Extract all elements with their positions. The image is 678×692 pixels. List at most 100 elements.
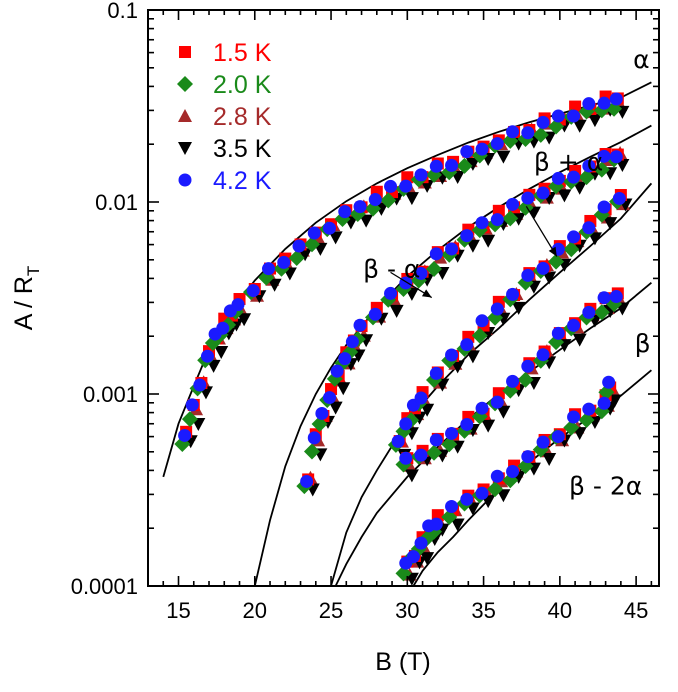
- data-point: [380, 192, 397, 209]
- data-point: [311, 415, 328, 432]
- y-tick-label: 0.1: [107, 0, 138, 23]
- data-point: [475, 142, 489, 156]
- series-label: β + α: [534, 147, 603, 176]
- data-point: [178, 428, 192, 442]
- series-label: α: [633, 45, 649, 74]
- data-point: [456, 157, 473, 174]
- data-point: [597, 96, 611, 110]
- y-tick-label: 0.001: [83, 382, 138, 407]
- data-point: [460, 338, 474, 352]
- legend-label: 2.0 K: [213, 71, 272, 99]
- data-point: [345, 335, 359, 349]
- data-point: [567, 170, 581, 184]
- data-point: [475, 401, 489, 415]
- data-point: [336, 382, 351, 396]
- x-tick-label: 45: [624, 598, 648, 623]
- y-tick-label: 0.01: [95, 190, 138, 215]
- data-point: [597, 396, 611, 410]
- data-point: [521, 191, 535, 205]
- data-point: [481, 419, 496, 433]
- data-point: [563, 419, 580, 436]
- data-point: [414, 391, 428, 405]
- data-point: [441, 509, 458, 526]
- data-point: [412, 411, 427, 425]
- data-point: [307, 226, 321, 240]
- x-tick-label: 35: [471, 598, 495, 623]
- data-point: [328, 401, 343, 415]
- data-point: [609, 92, 623, 106]
- data-point: [602, 375, 616, 389]
- data-point: [548, 118, 565, 135]
- data-point: [460, 229, 474, 243]
- data-point: [567, 109, 581, 123]
- data-point: [603, 217, 618, 231]
- data-point: [536, 115, 550, 129]
- data-point: [593, 161, 610, 178]
- data-point: [582, 402, 596, 416]
- series-label: β: [635, 329, 651, 358]
- data-point: [323, 391, 337, 405]
- data-point: [353, 318, 367, 332]
- data-point: [450, 518, 465, 532]
- data-point: [315, 406, 329, 420]
- annotation-arrowhead: [548, 246, 557, 257]
- data-point: [229, 318, 244, 332]
- data-point: [460, 145, 474, 159]
- data-point: [587, 232, 602, 246]
- y-axis-title-subscript: T: [24, 266, 43, 276]
- x-tick-label: 30: [395, 598, 419, 623]
- annotation-arrow: [525, 205, 558, 257]
- data-point: [368, 193, 382, 207]
- data-point: [277, 255, 291, 269]
- data-point: [542, 452, 557, 466]
- data-point: [406, 550, 420, 564]
- data-point: [557, 189, 572, 203]
- data-point: [429, 517, 443, 531]
- data-point: [303, 443, 320, 460]
- data-point: [384, 286, 398, 300]
- data-point: [475, 314, 489, 328]
- data-point: [429, 366, 443, 380]
- data-point: [548, 253, 565, 270]
- data-point: [420, 552, 435, 566]
- data-point: [404, 469, 419, 483]
- data-point: [359, 214, 374, 228]
- data-point: [292, 239, 306, 253]
- data-point: [572, 333, 587, 347]
- data-point: [506, 374, 520, 388]
- data-point: [551, 430, 565, 444]
- data-point: [231, 298, 245, 312]
- data-point: [578, 169, 595, 186]
- data-point: [368, 307, 382, 321]
- data-point: [597, 291, 611, 305]
- data-point: [384, 179, 398, 193]
- data-point: [506, 197, 520, 211]
- data-point: [567, 318, 581, 332]
- data-point: [426, 261, 443, 278]
- y-axis-title: A / RT: [10, 266, 43, 331]
- data-point: [597, 200, 611, 214]
- data-point: [445, 499, 459, 513]
- data-point: [465, 350, 480, 364]
- data-point: [475, 216, 489, 230]
- legend-label: 1.5 K: [213, 39, 272, 67]
- data-point: [496, 489, 511, 503]
- data-point: [490, 302, 504, 316]
- data-point: [414, 448, 428, 462]
- data-point: [506, 125, 520, 139]
- data-point: [450, 360, 465, 374]
- data-point: [536, 435, 550, 449]
- data-point: [582, 97, 596, 111]
- data-point: [445, 158, 459, 172]
- legend-label: 2.8 K: [213, 103, 272, 131]
- data-point: [551, 326, 565, 340]
- y-axis-title-main: A / R: [10, 276, 38, 330]
- data-point: [567, 410, 581, 424]
- data-point: [200, 349, 214, 363]
- data-point: [193, 378, 207, 392]
- x-axis-title: B (T): [375, 648, 431, 676]
- data-point: [572, 119, 587, 133]
- data-point: [429, 247, 443, 261]
- data-point: [475, 486, 489, 500]
